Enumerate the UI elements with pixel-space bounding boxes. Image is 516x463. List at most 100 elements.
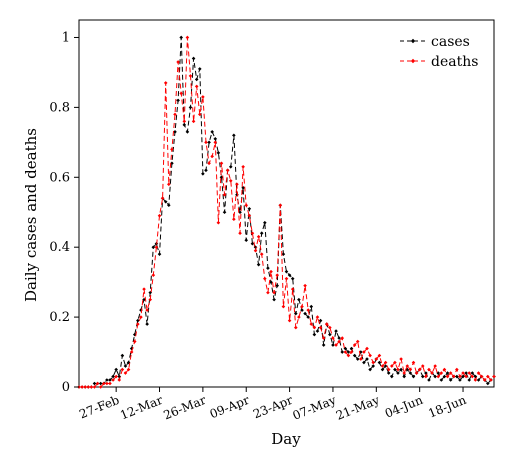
data-point-cases xyxy=(272,297,276,302)
data-point-deaths xyxy=(114,374,118,379)
data-point-deaths xyxy=(448,371,453,375)
data-point-deaths xyxy=(393,360,397,365)
data-point-deaths xyxy=(355,339,360,344)
data-point-cases xyxy=(303,311,307,316)
data-point-deaths xyxy=(269,269,273,274)
data-point-deaths xyxy=(160,196,165,201)
data-point-deaths xyxy=(386,367,391,372)
data-point-deaths xyxy=(194,84,199,89)
data-point-cases xyxy=(287,273,292,277)
data-point-cases xyxy=(473,374,478,379)
data-point-cases xyxy=(219,175,224,180)
data-point-deaths xyxy=(414,371,419,375)
data-point-deaths xyxy=(455,367,459,372)
data-point-deaths xyxy=(117,378,122,382)
data-point-cases xyxy=(123,364,128,368)
data-point-cases xyxy=(213,137,218,141)
data-point-cases xyxy=(352,353,357,358)
data-point-deaths xyxy=(399,357,403,361)
data-point-cases xyxy=(253,245,258,249)
data-point-deaths xyxy=(362,350,366,354)
data-point-deaths xyxy=(188,74,193,78)
data-point-cases xyxy=(402,374,406,379)
data-point-deaths xyxy=(120,367,125,372)
data-point-deaths xyxy=(284,276,289,281)
data-point-cases xyxy=(362,360,366,365)
data-point-deaths xyxy=(92,385,97,389)
data-point-deaths xyxy=(108,381,112,386)
data-point-deaths xyxy=(402,371,406,375)
data-point-deaths xyxy=(95,381,100,386)
data-point-deaths xyxy=(80,385,84,389)
data-point-deaths xyxy=(337,339,341,344)
data-point-deaths xyxy=(142,287,146,291)
data-point-cases xyxy=(424,371,428,375)
data-point-deaths xyxy=(427,367,431,372)
data-point-cases xyxy=(179,35,184,40)
data-point-deaths xyxy=(170,147,174,152)
data-point-deaths xyxy=(436,374,441,379)
data-point-cases xyxy=(467,378,472,382)
data-point-deaths xyxy=(290,287,295,291)
data-point-deaths xyxy=(324,322,329,326)
legend-marker-cases xyxy=(410,38,416,44)
data-point-deaths xyxy=(489,378,493,382)
y-tick-label: 0.8 xyxy=(49,100,70,115)
data-point-cases xyxy=(396,371,400,375)
data-point-cases xyxy=(182,123,187,127)
data-point-deaths xyxy=(225,168,230,173)
data-point-deaths xyxy=(464,374,468,379)
x-axis-label: Day xyxy=(271,430,301,448)
data-point-deaths xyxy=(83,385,87,389)
data-point-cases xyxy=(355,357,360,361)
data-point-deaths xyxy=(374,357,379,361)
data-point-cases xyxy=(346,350,351,354)
data-point-deaths xyxy=(216,220,221,225)
data-point-cases xyxy=(293,311,298,316)
data-point-deaths xyxy=(343,350,348,354)
data-point-deaths xyxy=(306,308,310,312)
data-point-cases xyxy=(386,371,391,375)
data-point-deaths xyxy=(433,364,437,368)
y-tick-label: 0.2 xyxy=(49,310,70,325)
data-point-deaths xyxy=(424,374,428,379)
data-point-cases xyxy=(111,374,115,379)
data-point-deaths xyxy=(473,378,478,382)
data-point-cases xyxy=(461,374,465,379)
data-point-cases xyxy=(389,374,394,379)
data-point-deaths xyxy=(445,374,450,379)
data-point-cases xyxy=(377,360,382,365)
data-point-deaths xyxy=(145,308,149,312)
data-point-cases xyxy=(439,378,444,382)
data-point-cases xyxy=(318,318,323,323)
data-point-deaths xyxy=(256,234,261,239)
data-point-cases xyxy=(427,378,431,382)
data-point-deaths xyxy=(86,385,91,389)
data-point-cases xyxy=(269,280,273,284)
data-point-deaths xyxy=(263,276,267,281)
data-point-deaths xyxy=(213,140,218,145)
data-point-cases xyxy=(343,346,348,351)
data-point-deaths xyxy=(349,350,354,354)
data-point-deaths xyxy=(232,217,236,222)
data-point-cases xyxy=(411,374,416,379)
data-point-deaths xyxy=(197,112,202,117)
plot-area xyxy=(78,19,495,388)
data-point-deaths xyxy=(408,367,413,372)
data-point-deaths xyxy=(451,374,456,379)
data-point-cases xyxy=(136,318,140,323)
data-point-cases xyxy=(486,381,490,386)
y-axis-ticks: 0 0.2 0.4 0.6 0.8 1 xyxy=(49,30,79,395)
data-point-deaths xyxy=(241,165,245,169)
data-point-deaths xyxy=(309,322,314,326)
data-point-deaths xyxy=(123,371,128,375)
legend-label-cases: cases xyxy=(431,34,470,50)
data-point-deaths xyxy=(163,81,168,85)
data-point-cases xyxy=(120,353,125,358)
data-point-cases xyxy=(256,262,261,267)
data-point-cases xyxy=(371,364,376,368)
data-point-deaths xyxy=(389,364,394,368)
legend-item-cases: cases xyxy=(400,34,470,50)
data-point-cases xyxy=(176,98,180,103)
